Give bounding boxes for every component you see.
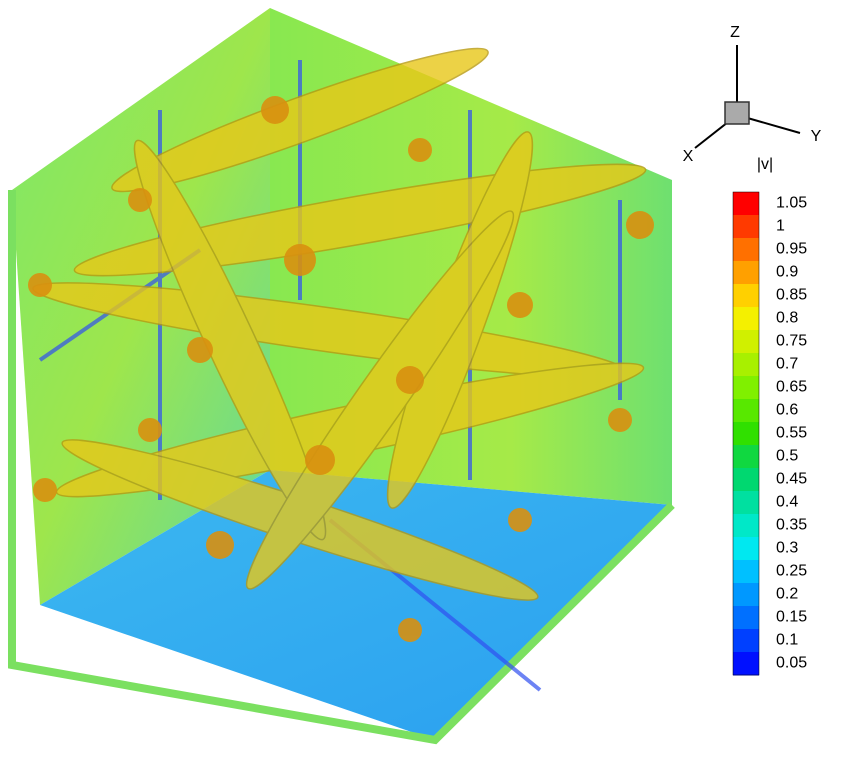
colorbar-band <box>733 422 759 446</box>
colorbar-band <box>733 192 759 216</box>
vortex-tubes <box>32 47 647 601</box>
colorbar-band <box>733 629 759 653</box>
x-label: X <box>683 148 694 165</box>
colorbar-band <box>733 261 759 285</box>
colorbar-label: 1.05 <box>776 195 807 212</box>
colorbar-band <box>733 445 759 469</box>
colorbar-band <box>733 215 759 239</box>
colorbar-label: 0.65 <box>776 379 807 396</box>
axis-triad <box>694 45 801 149</box>
colorbar-band <box>733 652 759 676</box>
colorbar-label: 0.55 <box>776 425 807 442</box>
y-label: Y <box>811 128 822 145</box>
colorbar-band <box>733 238 759 262</box>
colorbar-band <box>733 353 759 377</box>
colorbar-label: 0.8 <box>776 310 798 327</box>
colorbar-band <box>733 606 759 630</box>
floor <box>40 470 672 740</box>
colorbar-label: 0.45 <box>776 471 807 488</box>
colorbar-title: |v| <box>757 156 773 173</box>
triad-cube <box>724 101 750 125</box>
colorbar-band <box>733 583 759 607</box>
cube-edge <box>8 190 675 745</box>
vortex-cores <box>28 96 654 642</box>
colorbar-band <box>733 307 759 331</box>
colorbar-label: 0.9 <box>776 264 798 281</box>
colorbar-label: 0.2 <box>776 586 798 603</box>
z-label: Z <box>730 24 740 41</box>
colorbar-label: 0.15 <box>776 609 807 626</box>
colorbar-label: 0.95 <box>776 241 807 258</box>
colorbar-label: 0.35 <box>776 517 807 534</box>
colorbar-band <box>733 537 759 561</box>
colorbar-label: 0.7 <box>776 356 798 373</box>
colorbar-label: 0.1 <box>776 632 798 649</box>
colorbar-label: 0.4 <box>776 494 798 511</box>
colorbar-band <box>733 376 759 400</box>
colorbar-band <box>733 399 759 423</box>
colorbar-band <box>733 514 759 538</box>
colorbar-label: 0.5 <box>776 448 798 465</box>
colorbar-label: 0.6 <box>776 402 798 419</box>
colorbar-band <box>733 468 759 492</box>
colorbar-label: 0.85 <box>776 287 807 304</box>
cube <box>8 8 675 745</box>
colorbar-label: 0.25 <box>776 563 807 580</box>
colorbar-band <box>733 330 759 354</box>
colorbar-band <box>733 284 759 308</box>
colorbar-label: 0.05 <box>776 655 807 672</box>
colorbar-label: 1 <box>776 218 785 235</box>
colorbar-label: 0.75 <box>776 333 807 350</box>
colorbar-frame <box>732 191 760 676</box>
colorbar-label: 0.3 <box>776 540 798 557</box>
colorbar-band <box>733 491 759 515</box>
colorbar-band <box>733 560 759 584</box>
